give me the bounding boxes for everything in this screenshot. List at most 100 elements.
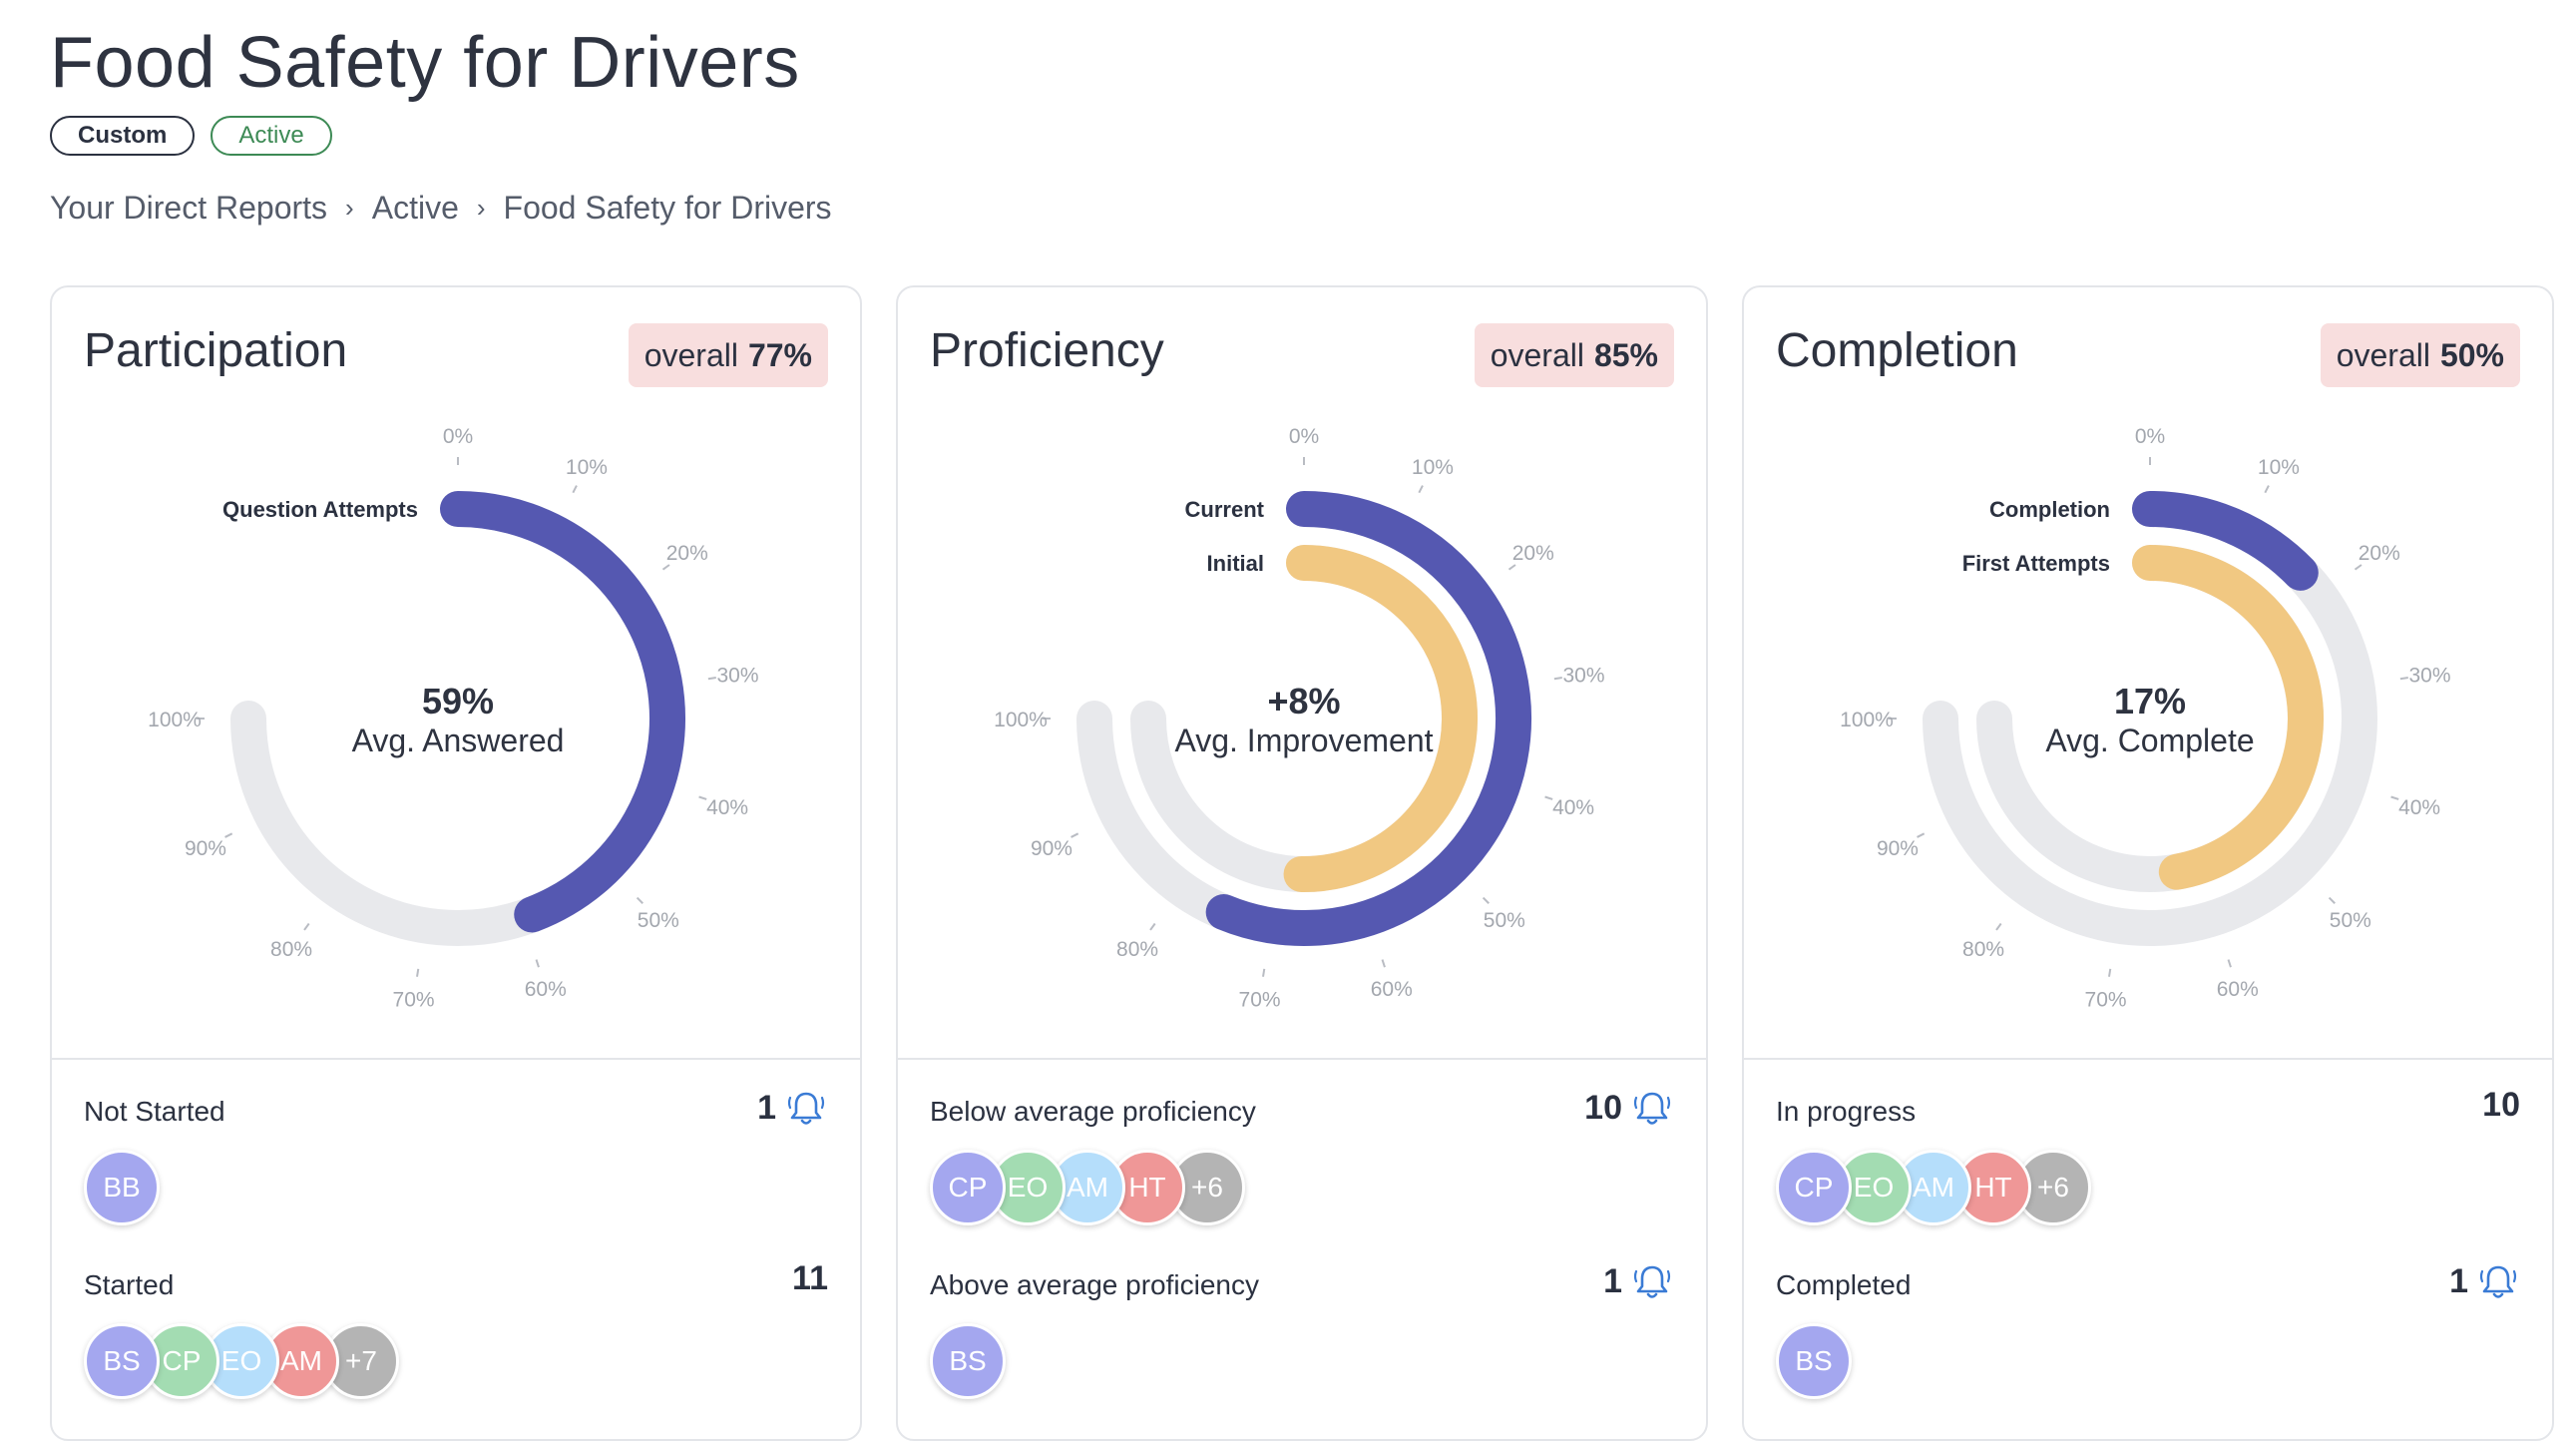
tag-list: Custom Active xyxy=(50,116,332,156)
group-count: 11 xyxy=(792,1259,828,1298)
group-label: In progress xyxy=(1776,1096,1917,1127)
overall-value: 85% xyxy=(1593,336,1658,373)
breadcrumb-active[interactable]: Active xyxy=(371,190,459,226)
tick-label: 50% xyxy=(638,909,679,932)
breadcrumb-direct-reports[interactable]: Your Direct Reports xyxy=(50,190,328,226)
series-label: Question Attempts xyxy=(222,497,418,522)
tick-mark xyxy=(2328,896,2336,904)
tick-label: 10% xyxy=(1412,456,1454,479)
breadcrumb-current: Food Safety for Drivers xyxy=(503,190,832,226)
overall-badge: overall 85% xyxy=(1474,323,1674,387)
tick-mark xyxy=(1149,922,1156,931)
participation-card: Participation overall 77% 0% 10% 20% 30% 40% 50%… xyxy=(50,285,862,1441)
group-count-value: 10 xyxy=(1584,1088,1622,1127)
tick-mark xyxy=(2354,564,2362,571)
tick-mark xyxy=(1262,968,1266,977)
card-divider xyxy=(1744,1058,2552,1060)
group-label: Not Started xyxy=(84,1096,225,1127)
center-value: 59% xyxy=(421,681,495,722)
group-label: Started xyxy=(84,1269,175,1300)
tick-mark xyxy=(224,832,233,838)
tick-label: 80% xyxy=(270,938,312,961)
tick-mark xyxy=(698,795,707,800)
tick-label: 30% xyxy=(1562,665,1604,688)
overall-value: 50% xyxy=(2439,336,2504,373)
tick-label: 70% xyxy=(1239,989,1281,1012)
tick-label: 0% xyxy=(443,425,473,448)
tick-mark xyxy=(661,564,670,571)
bell-icon[interactable] xyxy=(1630,1259,1674,1303)
center-label: Avg. Answered xyxy=(351,723,565,758)
group-label: Completed xyxy=(1776,1269,1912,1300)
radial-progress-chart: 0% 10% 20% 30% 40% 50% 60% 70% 80% 90% 100% Current… xyxy=(994,425,1604,1012)
tick-label: 80% xyxy=(1962,938,2004,961)
avatar[interactable]: BS xyxy=(84,1323,160,1399)
avatar-group: BS CP EO AM +7 xyxy=(84,1323,399,1399)
card-divider xyxy=(52,1058,860,1060)
tick-label: 40% xyxy=(2398,796,2440,819)
tick-mark xyxy=(707,677,716,681)
tick-label: 50% xyxy=(2330,909,2371,932)
tick-label: 30% xyxy=(2408,665,2450,688)
page-title: Food Safety for Drivers xyxy=(50,23,800,103)
tick-mark xyxy=(1917,832,1926,838)
tick-label: 0% xyxy=(1289,425,1319,448)
tick-mark xyxy=(1995,922,2002,931)
tick-mark xyxy=(535,959,540,968)
tick-mark xyxy=(2390,795,2399,800)
arc-value-secondary xyxy=(1283,545,1479,892)
tick-mark xyxy=(416,968,420,977)
tick-label: 100% xyxy=(1840,709,1894,731)
avatar[interactable]: +6 xyxy=(2015,1150,2091,1225)
overall-value: 77% xyxy=(747,336,812,373)
card-title: Participation xyxy=(84,324,348,377)
radial-progress-chart: 0% 10% 20% 30% 40% 50% 60% 70% 80% 90% 100% Complet… xyxy=(1840,425,2450,1012)
card-divider xyxy=(898,1058,1706,1060)
group-count-value: 1 xyxy=(757,1088,776,1127)
tick-mark xyxy=(2108,968,2112,977)
series-label: Current xyxy=(1185,497,1265,522)
tick-mark xyxy=(572,485,578,494)
tick-mark xyxy=(303,922,310,931)
tick-label: 20% xyxy=(1512,542,1554,565)
tick-label: 20% xyxy=(2359,542,2400,565)
tick-label: 50% xyxy=(1484,909,1525,932)
tag-custom: Custom xyxy=(50,116,196,156)
avatar[interactable]: CP xyxy=(1776,1150,1852,1225)
group-count-value: 11 xyxy=(792,1259,828,1297)
arc-value-primary xyxy=(1205,491,1531,946)
tick-mark xyxy=(1482,896,1490,904)
avatar[interactable]: BS xyxy=(1776,1323,1852,1399)
proficiency-card: Proficiency overall 85% 0% 10% 20% 30% 40% 50% 60… xyxy=(896,285,1708,1441)
breadcrumb-separator: › xyxy=(476,193,486,223)
arc-value-primary xyxy=(440,491,685,933)
center-value: 17% xyxy=(2113,681,2187,722)
avatar-group: CP EO AM HT +6 xyxy=(930,1150,1245,1225)
avatar[interactable]: BB xyxy=(84,1150,160,1225)
center-value: +8% xyxy=(1267,681,1341,722)
center-label: Avg. Complete xyxy=(2045,723,2255,758)
avatar[interactable]: HT xyxy=(1109,1150,1185,1225)
group-count: 1 xyxy=(1603,1259,1674,1303)
group-count: 1 xyxy=(757,1086,828,1130)
bell-icon[interactable] xyxy=(1630,1086,1674,1130)
group-count: 1 xyxy=(2449,1259,2520,1303)
breadcrumb: Your Direct Reports › Active › Food Safe… xyxy=(50,190,832,227)
avatar[interactable]: BS xyxy=(930,1323,1006,1399)
breadcrumb-separator: › xyxy=(345,193,354,223)
group-count: 10 xyxy=(1584,1086,1674,1130)
tick-mark xyxy=(2227,959,2232,968)
avatar-group: BB xyxy=(84,1150,160,1225)
overall-badge: overall 77% xyxy=(628,323,828,387)
avatar[interactable]: CP xyxy=(930,1150,1006,1225)
bell-icon[interactable] xyxy=(2476,1259,2520,1303)
card-title: Proficiency xyxy=(930,324,1164,377)
tick-label: 80% xyxy=(1116,938,1158,961)
tick-mark xyxy=(1544,795,1553,800)
series-label: First Attempts xyxy=(1962,551,2110,576)
group-count-value: 10 xyxy=(2482,1086,2520,1124)
bell-icon[interactable] xyxy=(784,1086,828,1130)
series-label: Initial xyxy=(1207,551,1264,576)
series-label: Completion xyxy=(1989,497,2110,522)
tick-label: 100% xyxy=(148,709,202,731)
